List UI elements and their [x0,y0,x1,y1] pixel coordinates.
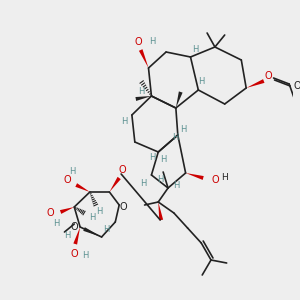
Text: H: H [69,167,76,176]
Text: O: O [293,81,300,91]
Polygon shape [74,227,80,244]
Polygon shape [246,79,265,88]
Text: H: H [82,251,88,260]
Text: H: H [97,206,103,215]
Text: H: H [160,154,166,164]
Polygon shape [135,96,152,101]
Text: H: H [64,230,70,239]
Text: H: H [121,116,127,125]
Text: O: O [119,202,127,212]
Polygon shape [186,173,204,180]
Polygon shape [139,49,148,68]
Text: O: O [211,175,219,185]
Polygon shape [83,227,102,237]
Text: O: O [47,208,55,218]
Text: H: H [103,226,110,235]
Text: H: H [173,181,179,190]
Polygon shape [176,92,183,108]
Text: H: H [149,38,156,46]
Text: H: H [139,86,145,95]
Text: H: H [221,173,228,182]
Text: O: O [135,37,142,47]
Text: O: O [70,222,78,232]
Text: H: H [157,176,164,184]
Polygon shape [60,207,74,214]
Text: H: H [149,152,156,161]
Text: H: H [192,44,199,53]
Text: H: H [53,220,60,229]
Text: H: H [198,76,204,85]
Text: O: O [265,71,272,81]
Text: O: O [70,249,78,259]
Polygon shape [110,177,121,192]
Text: O: O [64,175,71,185]
Text: O: O [118,165,126,175]
Polygon shape [158,202,163,220]
Text: H: H [140,178,147,188]
Text: H: H [181,125,187,134]
Text: H: H [88,212,95,221]
Text: H: H [172,134,178,142]
Polygon shape [75,183,90,192]
